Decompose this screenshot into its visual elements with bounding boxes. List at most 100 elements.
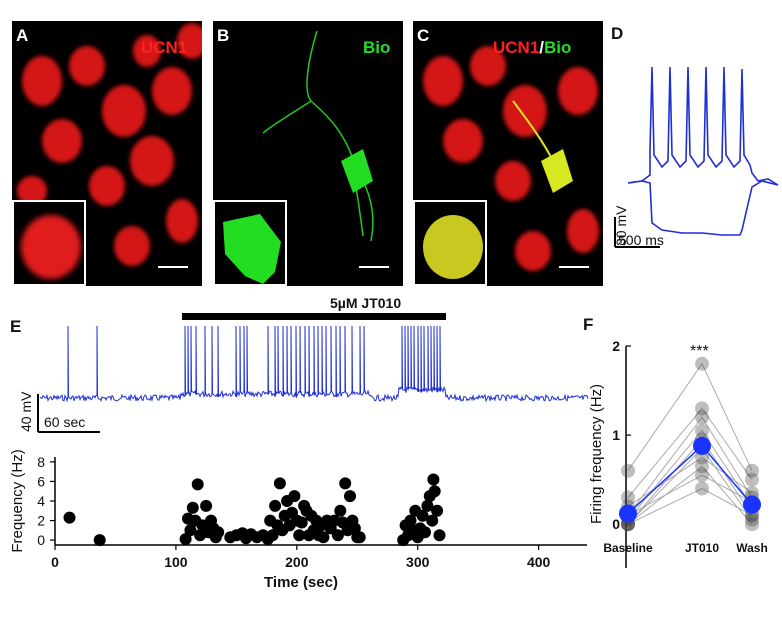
scale-label-ms: 500 ms xyxy=(618,232,664,248)
cell-line xyxy=(627,362,753,471)
data-point xyxy=(431,504,444,517)
cell-point xyxy=(621,490,635,505)
cell-point xyxy=(745,512,759,527)
data-point xyxy=(331,529,344,542)
cell-point xyxy=(745,472,759,487)
cell-line xyxy=(627,416,753,516)
category-label: Baseline xyxy=(603,541,653,555)
data-point xyxy=(93,534,106,547)
merge-label-green: Bio xyxy=(544,38,572,57)
data-point xyxy=(334,504,347,517)
cell-point xyxy=(695,459,709,474)
drug-label: 5µM JT010 xyxy=(330,296,401,311)
x-tick-label: 100 xyxy=(164,554,188,570)
frequency-scatter-e: 0 2 4 6 8 0 100 200 300 400 Time (sec) Frequency (H… xyxy=(9,449,587,591)
data-point xyxy=(186,501,199,514)
data-point xyxy=(269,499,282,512)
y-tick-label: 2 xyxy=(612,338,620,354)
inset-c xyxy=(413,200,487,286)
scale-bar xyxy=(559,266,589,268)
panel-label-c: C xyxy=(417,26,430,45)
data-point xyxy=(416,509,429,522)
y-tick-label: 4 xyxy=(37,493,45,509)
scale-bar xyxy=(359,266,389,268)
category-label: JT010 xyxy=(685,541,719,555)
x-tick-label: 300 xyxy=(406,554,430,570)
data-point xyxy=(273,477,286,490)
mean-point xyxy=(619,504,637,523)
data-point xyxy=(212,526,225,539)
data-point xyxy=(288,490,301,503)
inset-b xyxy=(213,200,287,286)
scale-bar xyxy=(158,266,188,268)
micrograph-c xyxy=(413,21,603,286)
y-axis-label: Firing frequency (Hz) xyxy=(588,384,605,524)
x-axis-label: Time (sec) xyxy=(264,574,338,591)
data-point xyxy=(353,531,366,544)
x-tick-label: 0 xyxy=(51,554,59,570)
data-point xyxy=(344,490,356,503)
data-point xyxy=(421,499,434,512)
cell-point xyxy=(745,517,759,532)
panel-label-a: A xyxy=(16,26,29,45)
ucn1-stain-image xyxy=(17,23,202,266)
scale-label-sec: 60 sec xyxy=(44,414,85,430)
firing-trace-e: 5µM JT010 40 mV 60 sec xyxy=(18,296,589,433)
data-point xyxy=(266,529,279,542)
data-point xyxy=(339,477,352,490)
y-tick-label: 1 xyxy=(612,427,620,443)
cell-point xyxy=(695,423,709,438)
scale-label-mv: 30 mV xyxy=(613,205,629,246)
data-point xyxy=(426,514,439,527)
cell-line xyxy=(627,407,753,498)
drug-application-bar xyxy=(182,313,446,320)
inset-a xyxy=(12,200,86,286)
data-point xyxy=(433,529,446,542)
significance-marker: *** xyxy=(690,343,709,360)
data-point xyxy=(200,499,213,512)
merged-stain-image xyxy=(423,46,599,271)
data-point xyxy=(404,514,417,527)
data-point xyxy=(293,529,306,542)
x-tick-label: 400 xyxy=(527,554,551,570)
data-point xyxy=(184,524,197,537)
data-point xyxy=(63,511,76,524)
biocytin-stain-image xyxy=(262,30,374,242)
micrograph-b xyxy=(213,21,403,286)
panel-label-d: D xyxy=(611,24,624,43)
cell-point xyxy=(695,410,709,425)
data-point xyxy=(419,526,431,539)
cell-point xyxy=(695,401,709,416)
x-tick-label: 200 xyxy=(285,554,309,570)
channel-label-merge: UCN1/Bio xyxy=(493,38,571,58)
merge-label-slash: / xyxy=(539,38,545,57)
data-point xyxy=(428,485,441,498)
scale-label-mv: 40 mV xyxy=(18,391,34,432)
cell-point xyxy=(621,463,635,478)
channel-label-ucn1: UCN1 xyxy=(141,38,188,57)
cell-point xyxy=(745,463,759,478)
mean-point xyxy=(693,436,711,455)
y-tick-label: 6 xyxy=(37,473,45,489)
y-axis-label: Frequency (Hz) xyxy=(9,449,26,552)
merge-label-red: UCN1 xyxy=(493,38,540,57)
data-point xyxy=(295,516,308,529)
data-point xyxy=(427,473,440,486)
data-point xyxy=(191,478,204,491)
cell-point xyxy=(695,468,709,483)
y-tick-label: 0 xyxy=(612,516,620,532)
cell-point xyxy=(695,481,709,496)
y-tick-label: 8 xyxy=(37,454,45,470)
category-label: Wash xyxy=(736,541,768,555)
voltage-trace-d: 30 mV 500 ms xyxy=(613,66,779,248)
panel-label-e: E xyxy=(10,317,22,336)
data-point xyxy=(317,531,330,544)
y-tick-label: 0 xyxy=(37,532,45,548)
panel-label-f: F xyxy=(583,315,594,334)
cell-line xyxy=(627,465,753,525)
y-tick-label: 2 xyxy=(37,513,45,529)
mean-point xyxy=(743,495,761,514)
firing-frequency-plot-f: 0 1 2 Firing frequency (Hz) Baseline JT010 Was… xyxy=(588,338,768,568)
cell-point xyxy=(695,356,709,371)
data-point xyxy=(179,533,192,546)
